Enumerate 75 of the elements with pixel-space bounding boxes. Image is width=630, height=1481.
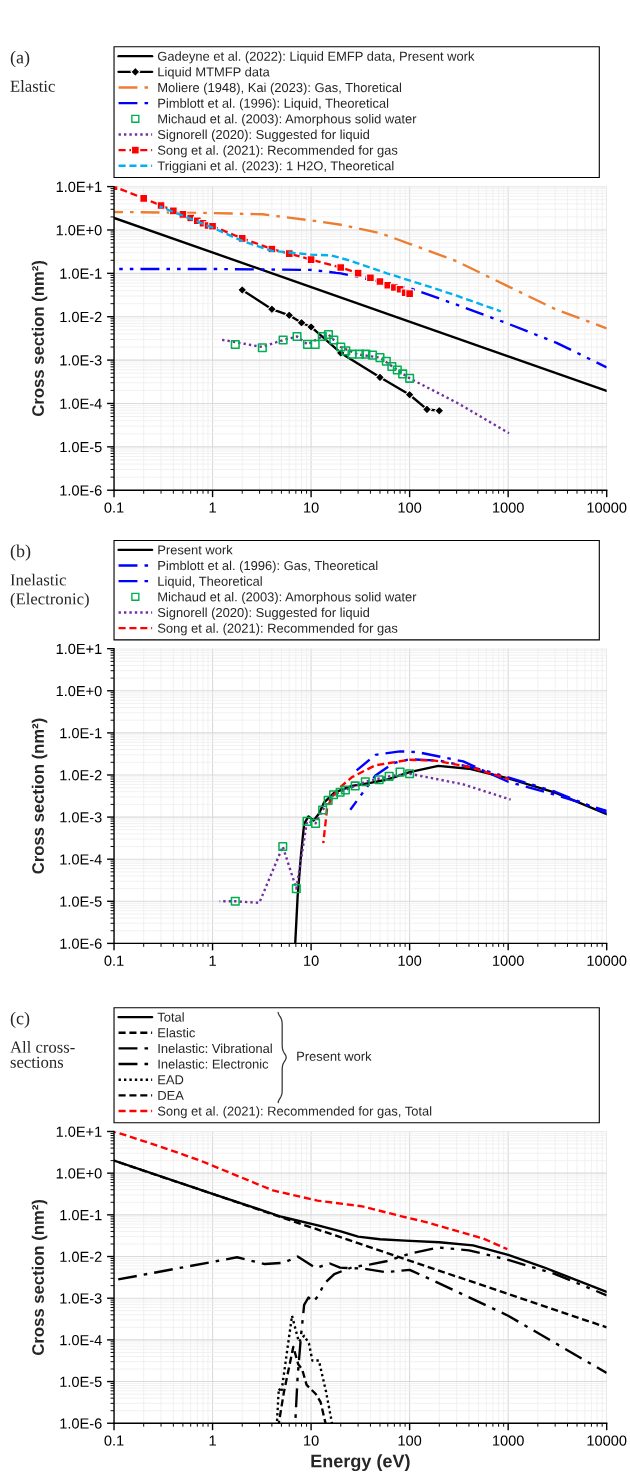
legend-label: Michaud et al. (2003): Amorphous solid water (158, 591, 417, 604)
y-tick-label: 1.0E+0 (56, 1168, 102, 1179)
legend-label: Signorell (2020): Suggested for liquid (157, 607, 370, 620)
y-tick-label: 1.0E-1 (60, 1209, 102, 1221)
y-tick-label: 1.0E-5 (60, 1376, 102, 1387)
x-tick-label: 10000 (587, 955, 627, 966)
x-tick-label: 10000 (587, 1435, 627, 1446)
legend-label: Inelastic: Vibrational (158, 1043, 272, 1054)
y-tick-label: 1.0E-5 (60, 441, 102, 453)
x-tick-label: 1000 (493, 1435, 524, 1446)
legend-label: Signorell (2020): Suggested for liquid (157, 129, 370, 142)
y-tick-label: 1.0E-4 (60, 398, 102, 409)
legend-label: Song et al. (2021): Recommended for gas (157, 623, 398, 636)
legend-label: Present work (158, 544, 233, 555)
y-tick-label: 1.0E-6 (60, 938, 102, 949)
text: (c) (10, 1011, 30, 1029)
x-tick-label: 0.1 (104, 1435, 124, 1446)
y-tick-label: 1.0E-4 (60, 1334, 102, 1346)
y-tick-label: 1.0E-2 (60, 770, 102, 781)
x-tick-label: 1 (209, 502, 216, 513)
x-tick-label: 0.1 (104, 502, 124, 513)
y-tick-label: 1.0E-4 (60, 854, 102, 865)
text: Inelastic (10, 573, 66, 586)
text: All cross- sections (10, 1041, 75, 1068)
y-tick-label: 1.0E-1 (60, 268, 102, 279)
y-axis-title: Cross section (nm²) (31, 718, 48, 874)
y-tick-label: 1.0E-6 (60, 485, 102, 496)
y-tick-label: 1.0E+0 (56, 685, 102, 697)
x-tick-label: 100 (398, 502, 422, 513)
legend-label: DEA (158, 1090, 184, 1100)
y-axis-title: Cross section (nm²) (31, 260, 48, 416)
text: (Electronic) (10, 592, 89, 608)
legend-label: Liquid, Theoretical (158, 576, 262, 589)
y-tick-label: 1.0E-3 (60, 1293, 102, 1304)
x-tick-label: 10 (304, 502, 319, 513)
x-tick-label: 100 (398, 955, 422, 966)
x-tick-label: 10 (304, 1435, 319, 1446)
y-tick-label: 1.0E-2 (60, 311, 102, 323)
x-tick-label: 1 (209, 1435, 216, 1446)
legend-label: EAD (158, 1075, 184, 1085)
y-axis-title: Cross section (nm²) (31, 1199, 48, 1355)
y-tick-label: 1.0E-2 (60, 1251, 102, 1262)
x-tick-label: 10 (304, 955, 319, 966)
text: Present work (297, 1051, 372, 1061)
legend-label: Pimblott et al. (1996): Liquid, Theoretical (158, 98, 389, 111)
legend-label: Inelastic: Electronic (158, 1059, 269, 1069)
y-tick-label: 1.0E-5 (60, 896, 102, 907)
x-tick-label: 1 (209, 955, 216, 966)
legend-label: Liquid MTMFP data (158, 66, 270, 80)
legend-label: Gadeyne et al. (2022): Liquid EMFP data, Present work (157, 51, 475, 64)
legend-label: Total (157, 1012, 184, 1022)
legend-label: Triggiani et al. (2023): 1 H2O, Theoretical (157, 160, 394, 173)
text: (b) (10, 544, 31, 561)
y-tick-label: 1.0E+1 (56, 181, 102, 193)
y-tick-label: 1.0E+0 (56, 225, 102, 236)
legend-label: Pimblott et al. (1996): Gas, Theoretical (158, 560, 378, 573)
x-axis-title: Energy (eV) (311, 1454, 410, 1472)
x-tick-label: 1000 (493, 502, 524, 513)
legend-label: Michaud et al. (2003): Amorphous solid water (158, 113, 417, 126)
x-tick-label: 1000 (493, 955, 524, 966)
x-tick-label: 0.1 (104, 955, 124, 966)
y-tick-label: 1.0E-6 (60, 1418, 102, 1429)
legend-label: Elastic (158, 1027, 195, 1038)
legend-label: Song et al. (2021): Recommended for gas, Total (157, 1106, 432, 1119)
x-tick-label: 10000 (587, 502, 627, 513)
legend-label: Moliere (1948), Kai (2023): Gas, Thoretical (158, 82, 402, 95)
text: Elastic (10, 80, 55, 92)
y-tick-label: 1.0E-1 (60, 727, 102, 739)
y-tick-label: 1.0E-3 (60, 355, 102, 366)
y-tick-label: 1.0E+1 (56, 643, 102, 655)
y-tick-label: 1.0E-3 (60, 812, 102, 823)
y-tick-label: 1.0E+1 (56, 1126, 102, 1137)
x-tick-label: 100 (398, 1435, 422, 1446)
text: (a) (10, 50, 30, 68)
legend-label: Song et al. (2021): Recommended for gas (157, 145, 398, 158)
